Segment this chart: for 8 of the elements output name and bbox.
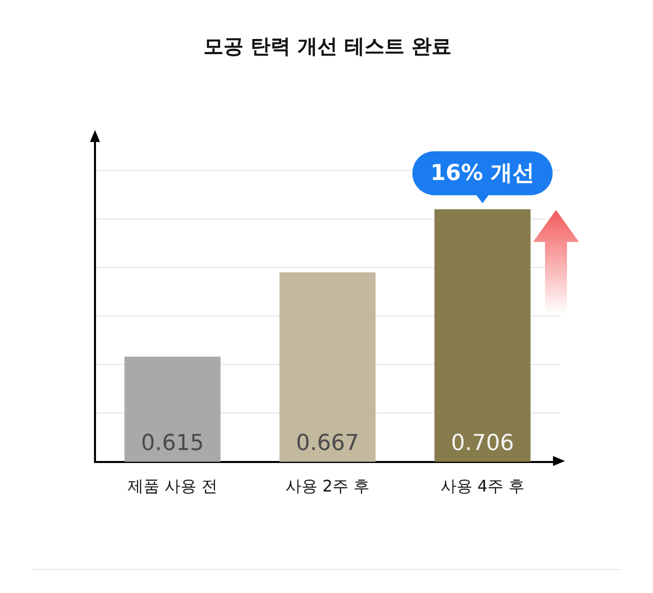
x-tick-label: 사용 4주 후: [440, 476, 525, 496]
x-tick-label: 사용 2주 후: [285, 476, 370, 496]
annotation: 16% 개선: [430, 160, 535, 186]
data-label: 0.706: [451, 430, 514, 456]
chart-title: 모공 탄력 개선 테스트 완료: [204, 34, 452, 58]
data-label: 0.667: [296, 430, 359, 456]
x-tick-label: 제품 사용 전: [127, 476, 218, 496]
data-label: 0.615: [141, 430, 204, 456]
